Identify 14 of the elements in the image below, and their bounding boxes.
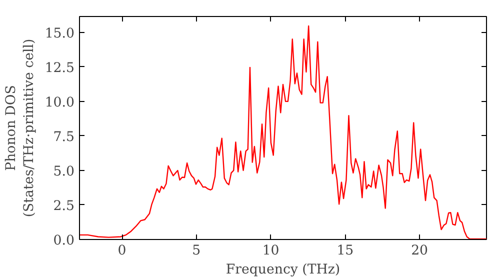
y-tick-label: 12.5 [44, 60, 75, 76]
y-tick-label: 10.0 [44, 95, 75, 110]
y-tick-label: 2.5 [53, 198, 75, 214]
x-tick-label: 5 [192, 244, 201, 258]
y-tick-label: 0.0 [53, 234, 75, 248]
y-tick-label: 15.0 [44, 26, 75, 42]
y-axis-title: Phonon DOS (States/THz·primitive cell) [4, 38, 37, 218]
x-tick-label: 15 [336, 244, 354, 258]
y-tick-label: 7.5 [53, 130, 75, 145]
x-tick-label: 10 [262, 244, 280, 258]
x-axis-title: Frequency (THz) [226, 262, 340, 278]
x-tick-label: 20 [411, 244, 428, 258]
y-tick-label: 5.0 [53, 164, 75, 180]
x-tick-label: 0 [118, 244, 126, 258]
